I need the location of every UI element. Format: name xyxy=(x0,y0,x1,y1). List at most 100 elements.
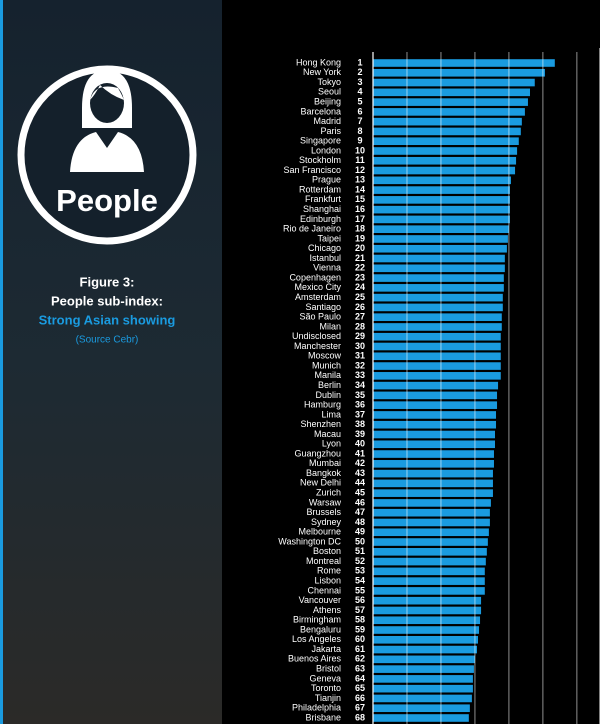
bar xyxy=(373,499,491,507)
bar xyxy=(373,401,498,409)
city-label: Singapore xyxy=(300,136,341,146)
city-label: Prague xyxy=(312,175,341,185)
city-label: Brussels xyxy=(306,507,341,517)
rank-label: 7 xyxy=(357,116,362,126)
bar xyxy=(373,469,493,478)
bar xyxy=(373,684,473,693)
rank-label: 34 xyxy=(355,380,365,390)
city-label: Moscow xyxy=(308,351,342,361)
city-label: Munich xyxy=(312,360,341,370)
bar xyxy=(373,166,516,175)
bar xyxy=(373,372,501,380)
rank-label: 57 xyxy=(355,605,365,615)
city-label: Sydney xyxy=(311,517,342,527)
rank-label: 31 xyxy=(355,351,365,361)
bar xyxy=(373,98,528,106)
city-label: Hamburg xyxy=(304,400,341,410)
rank-label: 13 xyxy=(355,175,365,185)
bar xyxy=(373,108,525,116)
city-label: Brisbane xyxy=(305,712,341,722)
rank-label: 51 xyxy=(355,546,365,556)
city-label: Seoul xyxy=(318,87,341,97)
city-label: Beijing xyxy=(314,96,341,106)
bar xyxy=(373,264,505,273)
bar xyxy=(373,235,508,243)
rank-label: 22 xyxy=(355,263,365,273)
bar xyxy=(373,117,522,126)
rank-label: 63 xyxy=(355,663,365,673)
bar xyxy=(373,714,469,722)
bar xyxy=(373,391,498,400)
bar xyxy=(373,606,482,615)
city-label: Copenhagen xyxy=(289,272,341,282)
rank-label: 47 xyxy=(355,507,365,517)
rank-label: 24 xyxy=(355,282,365,292)
rank-label: 61 xyxy=(355,644,365,654)
city-label: Mexico City xyxy=(294,282,341,292)
rank-label: 41 xyxy=(355,448,365,458)
rank-label: 40 xyxy=(355,439,365,449)
rank-label: 35 xyxy=(355,390,365,400)
bar xyxy=(373,587,485,595)
city-label: Shenzhen xyxy=(300,419,341,429)
rank-label: 39 xyxy=(355,429,365,439)
city-label: New Delhi xyxy=(300,478,341,488)
bar xyxy=(373,352,501,361)
city-label: Lisbon xyxy=(314,576,341,586)
rank-label: 18 xyxy=(355,224,365,234)
rank-label: 37 xyxy=(355,409,365,419)
city-label: Rome xyxy=(317,566,341,576)
city-label: Manila xyxy=(314,370,341,380)
bar xyxy=(373,538,488,546)
bar xyxy=(373,284,504,292)
rank-label: 19 xyxy=(355,233,365,243)
rank-label: 5 xyxy=(357,96,362,106)
bar xyxy=(373,440,495,449)
bar xyxy=(373,635,479,644)
rank-label: 3 xyxy=(357,77,362,87)
rank-label: 53 xyxy=(355,566,365,576)
bar xyxy=(373,205,510,214)
person-icon xyxy=(70,70,144,172)
city-label: Lima xyxy=(321,409,341,419)
bar xyxy=(373,430,495,439)
bar xyxy=(373,303,503,312)
city-label: Bangkok xyxy=(306,468,342,478)
rank-label: 43 xyxy=(355,468,365,478)
city-label: Mumbai xyxy=(309,458,341,468)
bar xyxy=(373,215,510,224)
rank-label: 9 xyxy=(357,136,362,146)
bar xyxy=(373,127,521,136)
city-label: Melbourne xyxy=(298,527,341,537)
city-label: Rotterdam xyxy=(299,184,341,194)
bar xyxy=(373,645,477,654)
city-label: Paris xyxy=(320,126,341,136)
city-label: Vienna xyxy=(313,263,341,273)
bar xyxy=(373,244,507,253)
city-label: Santiago xyxy=(305,302,341,312)
rank-label: 64 xyxy=(355,673,365,683)
city-label: Los Angeles xyxy=(292,634,342,644)
bar xyxy=(373,342,501,351)
rank-label: 10 xyxy=(355,145,365,155)
city-label: Tianjin xyxy=(315,693,341,703)
city-label: Milan xyxy=(319,321,341,331)
rank-label: 2 xyxy=(357,67,362,77)
rank-label: 45 xyxy=(355,488,365,498)
city-label: Washington DC xyxy=(278,536,341,546)
bar xyxy=(373,196,510,204)
bar xyxy=(373,548,487,556)
city-label: Boston xyxy=(313,546,341,556)
bar xyxy=(373,616,481,625)
rank-label: 58 xyxy=(355,615,365,625)
icon-label: People xyxy=(56,183,158,218)
bar xyxy=(373,332,501,341)
bar xyxy=(373,176,511,185)
city-label: Lyon xyxy=(322,439,341,449)
bar xyxy=(373,450,494,458)
bar xyxy=(373,78,535,87)
rank-label: 54 xyxy=(355,576,365,586)
city-label: São Paulo xyxy=(299,312,341,322)
bar xyxy=(373,479,493,488)
